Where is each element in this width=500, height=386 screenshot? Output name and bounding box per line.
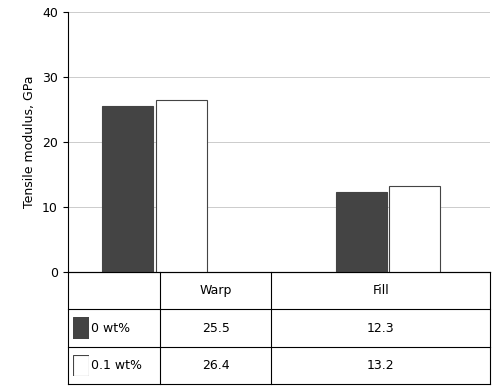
Text: Warp: Warp [200, 284, 232, 297]
Text: 25.5: 25.5 [202, 322, 230, 335]
Bar [102, 106, 154, 272]
Text: 26.4: 26.4 [202, 359, 230, 372]
Bar [336, 192, 386, 272]
Bar [390, 186, 440, 272]
Text: Fill: Fill [372, 284, 389, 297]
Text: 0 wt%: 0 wt% [91, 322, 130, 335]
Text: 13.2: 13.2 [367, 359, 394, 372]
Bar [156, 100, 208, 272]
Y-axis label: Tensile modulus, GPa: Tensile modulus, GPa [24, 76, 36, 208]
Text: 0.1 wt%: 0.1 wt% [91, 359, 142, 372]
Text: 12.3: 12.3 [367, 322, 394, 335]
